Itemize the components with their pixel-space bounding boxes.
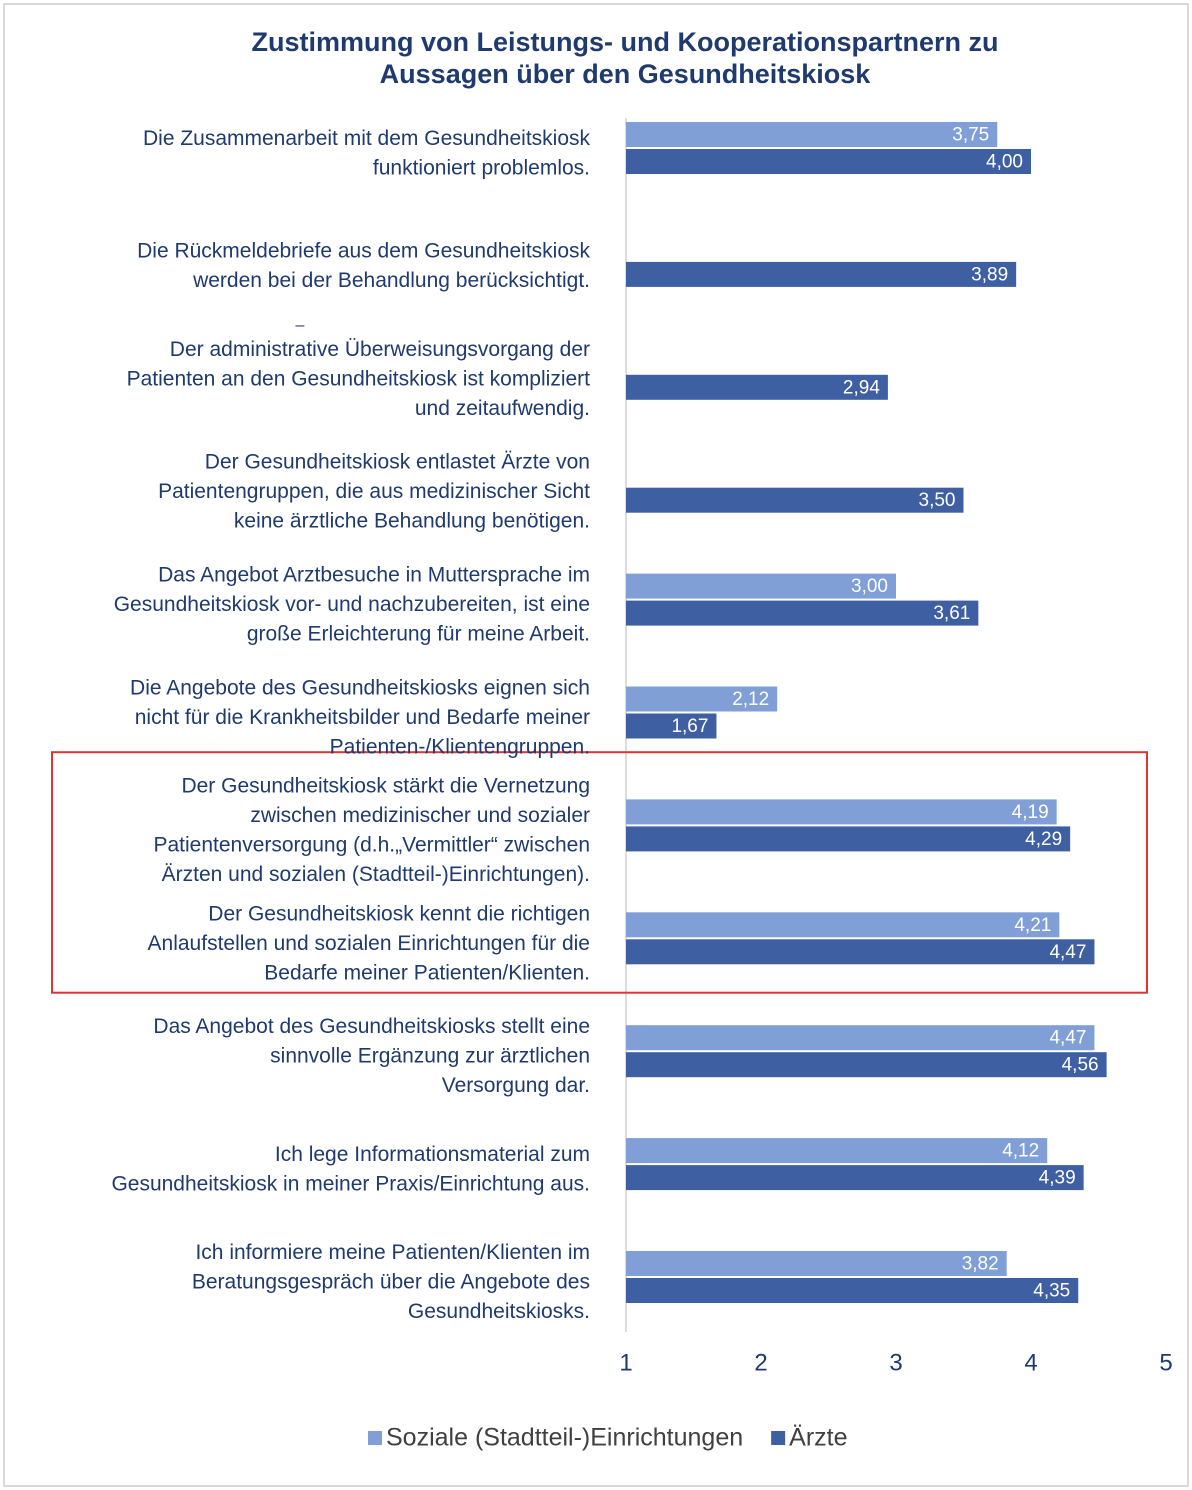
chart-title: Zustimmung von Leistungs- und Kooperatio… [252, 27, 999, 57]
category-label: sinnvolle Ergänzung zur ärztlichen [270, 1045, 590, 1068]
value-label: 3,50 [919, 490, 956, 511]
x-tick-label: 3 [889, 1349, 902, 1376]
bar [626, 261, 1017, 287]
value-label: 4,47 [1049, 1028, 1086, 1049]
category-label: Der Gesundheitskiosk entlastet Ärzte von [205, 451, 590, 474]
value-label: 4,12 [1002, 1141, 1039, 1162]
x-tick-label: 5 [1159, 1349, 1172, 1376]
value-label: 4,39 [1039, 1168, 1076, 1189]
bar [626, 826, 1071, 852]
category-label: Die Zusammenarbeit mit dem Gesundheitski… [143, 127, 591, 150]
highlight-box [51, 751, 1148, 994]
value-label: 4,47 [1049, 942, 1086, 963]
category-label: Der administrative Überweisungsvorgang d… [170, 338, 590, 361]
bar [626, 600, 979, 626]
category-label: Die Angebote des Gesundheitskiosks eigne… [130, 677, 590, 700]
value-label: 2,12 [732, 689, 769, 710]
chart-title: Aussagen über den Gesundheitskiosk [380, 59, 872, 89]
category-label: Der Gesundheitskiosk kennt die richtigen [208, 902, 590, 925]
category-label: Patienten-/Klientengruppen. [330, 736, 590, 759]
value-label: 3,00 [851, 576, 888, 597]
category-label: Ich lege Informationsmaterial zum [275, 1143, 590, 1166]
bar [626, 149, 1031, 174]
bar [626, 1052, 1107, 1078]
value-label: 4,56 [1062, 1055, 1099, 1076]
x-tick-label: 4 [1024, 1349, 1037, 1376]
category-label: werden bei der Behandlung berücksichtigt… [192, 269, 590, 292]
bar [626, 686, 778, 712]
bar [626, 573, 896, 599]
value-label: 3,82 [962, 1254, 999, 1275]
x-tick-label: 2 [754, 1349, 767, 1376]
category-label: Bedarfe meiner Patienten/Klienten. [264, 961, 590, 984]
category-label: Das Angebot Arztbesuche in Muttersprache… [158, 564, 590, 587]
category-label: Patientenversorgung (d.h.„Vermittler“ zw… [153, 834, 590, 857]
category-label: große Erleichterung für meine Arbeit. [247, 623, 590, 646]
value-label: 3,61 [933, 603, 970, 624]
category-label: Der Gesundheitskiosk stärkt die Vernetzu… [181, 775, 590, 798]
category-label: Beratungsgespräch über die Angebote des [192, 1271, 590, 1294]
bar [626, 1278, 1079, 1303]
category-label: Gesundheitskiosk in meiner Praxis/Einric… [111, 1172, 590, 1195]
category-label: funktioniert problemlos. [373, 156, 590, 179]
category-label: Gesundheitskiosk vor- und nachzubereiten… [114, 593, 590, 616]
bar [626, 374, 888, 400]
category-label: zwischen medizinischer und sozialer [250, 804, 590, 827]
category-label: Patientengruppen, die aus medizinischer … [158, 480, 590, 503]
category-label: Gesundheitskiosks. [408, 1300, 590, 1323]
category-label: nicht für die Krankheitsbilder und Bedar… [135, 706, 590, 729]
bar [626, 1138, 1048, 1164]
value-label: 1,67 [671, 716, 708, 737]
value-label: 4,29 [1025, 829, 1062, 850]
legend-label: Ärzte [789, 1424, 847, 1452]
category-label: Ärzten und sozialen (Stadtteil-)Einricht… [162, 863, 590, 886]
value-label: 4,35 [1033, 1281, 1070, 1302]
bar [626, 799, 1057, 825]
category-label: Die Rückmeldebriefe aus dem Gesundheitsk… [137, 240, 590, 263]
value-label: 4,00 [986, 152, 1023, 173]
bar [626, 912, 1060, 938]
bar [626, 1165, 1084, 1191]
bar [626, 122, 998, 147]
value-label: 2,94 [843, 377, 880, 398]
category-label: Versorgung dar. [442, 1074, 590, 1097]
category-label: Ich informiere meine Patienten/Klienten … [195, 1241, 590, 1264]
category-label: und zeitaufwendig. [415, 397, 590, 420]
legend-swatch [368, 1431, 382, 1445]
annotation: – [296, 317, 305, 334]
chart-frame [3, 3, 1189, 1487]
category-label: Das Angebot des Gesundheitskiosks stellt… [153, 1015, 590, 1038]
bar [626, 1025, 1095, 1051]
bar [626, 939, 1095, 965]
value-label: 3,75 [952, 125, 989, 146]
value-label: 4,21 [1014, 915, 1051, 936]
category-label: keine ärztliche Behandlung benötigen. [234, 510, 590, 533]
legend-label: Soziale (Stadtteil-)Einrichtungen [386, 1424, 743, 1452]
x-tick-label: 1 [619, 1349, 632, 1376]
value-label: 4,19 [1012, 802, 1049, 823]
category-label: Anlaufstellen und sozialen Einrichtungen… [148, 932, 590, 955]
bar [626, 487, 964, 513]
legend-swatch [771, 1431, 786, 1445]
category-label: Patienten an den Gesundheitskiosk ist ko… [127, 367, 591, 390]
bar [626, 713, 717, 739]
value-label: 3,89 [971, 264, 1008, 285]
bar [626, 1251, 1007, 1276]
